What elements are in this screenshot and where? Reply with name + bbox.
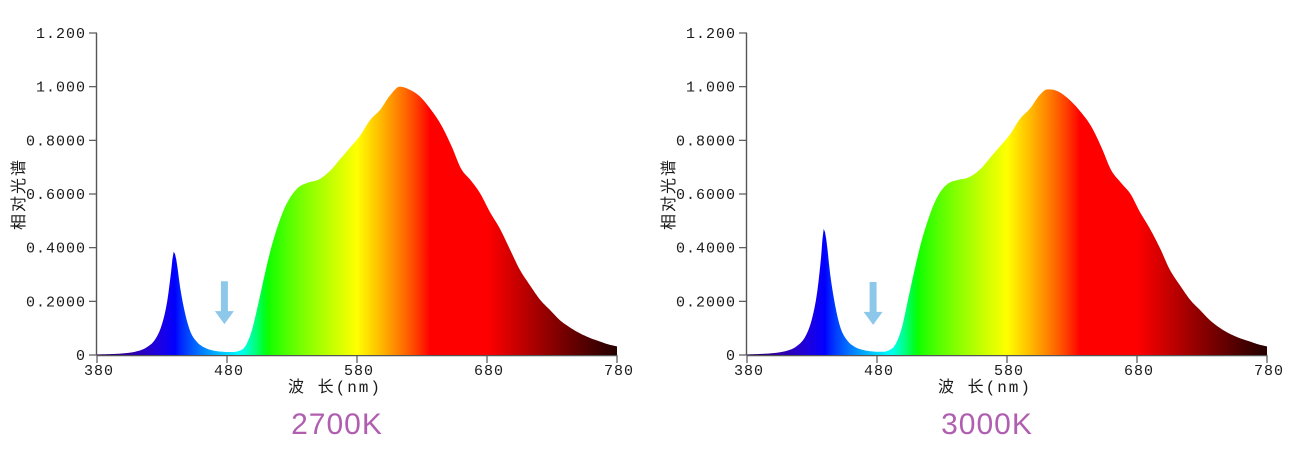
- y-tick-label: 0: [76, 348, 86, 365]
- x-tick-label: 580: [994, 363, 1024, 380]
- y-tick-label: 1.200: [36, 26, 86, 43]
- x-tick-label: 380: [734, 363, 764, 380]
- x-tick-label: 580: [344, 363, 374, 380]
- dip-arrow-icon: [863, 282, 883, 325]
- x-tick-label: 780: [1254, 363, 1284, 380]
- chart-title-3000k: 3000K: [941, 408, 1033, 441]
- y-axis-label: 相对光谱: [10, 158, 29, 230]
- x-tick-label: 380: [84, 363, 114, 380]
- spectrum-curve: [747, 89, 1267, 355]
- y-tick-label: 0.6000: [26, 187, 86, 204]
- x-tick-label: 680: [1124, 363, 1154, 380]
- spectra-page: 0 0.2000 0.4000 0.6000 0.8000 1.000 1.200 380 48…: [0, 0, 1300, 443]
- x-tick-label: 480: [864, 363, 894, 380]
- dip-arrow-icon: [214, 281, 234, 325]
- y-tick-label: 1.200: [686, 26, 736, 43]
- chart-3000k: 0 0.2000 0.4000 0.6000 0.8000 1.000 1.200 380 48…: [650, 0, 1300, 443]
- x-tick-label: 680: [474, 363, 504, 380]
- x-axis-label: 波 长(nm): [288, 378, 382, 397]
- y-axis-label: 相对光谱: [660, 158, 679, 230]
- y-tick-label: 0.6000: [676, 187, 736, 204]
- x-tick-label: 780: [604, 363, 634, 380]
- y-tick-label: 0.2000: [26, 294, 86, 311]
- y-tick-label: 0.4000: [676, 241, 736, 258]
- y-tick-label: 0.8000: [26, 133, 86, 150]
- y-tick-label: 0.2000: [676, 294, 736, 311]
- x-axis-label: 波 长(nm): [938, 378, 1032, 397]
- y-tick-label: 0.8000: [676, 133, 736, 150]
- chart-2700k: 0 0.2000 0.4000 0.6000 0.8000 1.000 1.200 380 48…: [0, 0, 650, 443]
- y-tick-label: 0: [726, 348, 736, 365]
- spectrum-plot-2700k: 0 0.2000 0.4000 0.6000 0.8000 1.000 1.200 380 48…: [10, 26, 634, 397]
- y-tick-label: 1.000: [686, 80, 736, 97]
- spectrum-curve: [97, 86, 617, 356]
- spectrum-plot-3000k: 0 0.2000 0.4000 0.6000 0.8000 1.000 1.200 380 48…: [660, 26, 1284, 397]
- y-tick-label: 1.000: [36, 80, 86, 97]
- x-tick-label: 480: [214, 363, 244, 380]
- y-tick-label: 0.4000: [26, 241, 86, 258]
- chart-title-2700k: 2700K: [291, 408, 383, 441]
